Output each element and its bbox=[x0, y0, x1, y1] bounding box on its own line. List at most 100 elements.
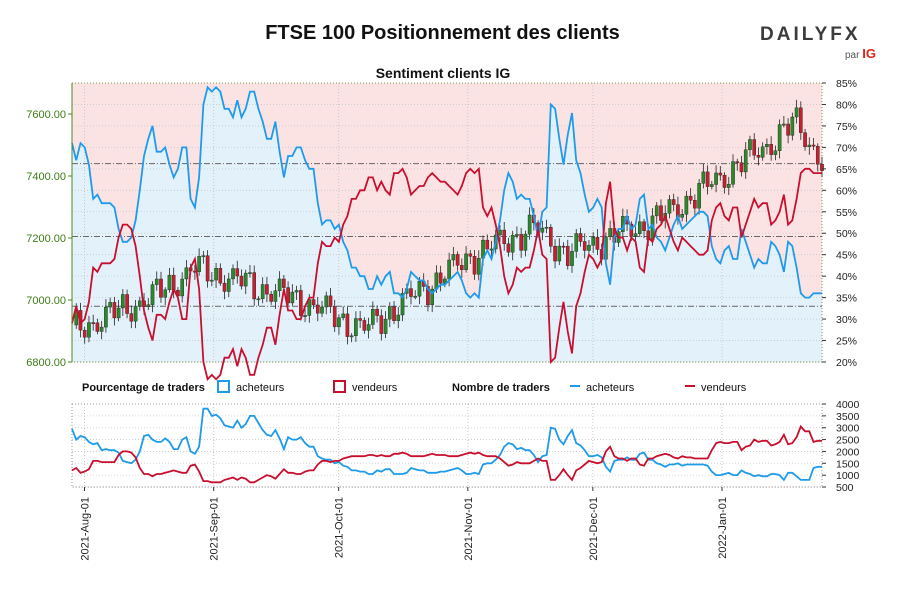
candle-body bbox=[637, 221, 642, 234]
candle-body bbox=[748, 139, 752, 150]
candle-body bbox=[527, 214, 532, 235]
series-line-vendeurs-pct bbox=[71, 166, 822, 381]
candle-body bbox=[74, 310, 79, 326]
left-tick-label: 7200.00 bbox=[26, 233, 66, 245]
legend-pct-buyers-swatch bbox=[217, 380, 230, 393]
right-tick-label: 45% bbox=[836, 250, 857, 262]
candle-body bbox=[667, 199, 672, 214]
series-line-acheteurs-count bbox=[71, 407, 822, 482]
candle-body bbox=[765, 144, 769, 147]
candle-body bbox=[197, 256, 201, 272]
candle-body bbox=[273, 290, 278, 302]
candle-body bbox=[574, 233, 579, 252]
legend-pct-buyers: acheteurs bbox=[236, 382, 285, 394]
candle-body bbox=[392, 306, 396, 321]
candle-body bbox=[426, 286, 430, 306]
candle-body bbox=[811, 144, 816, 147]
candle-body bbox=[349, 335, 354, 338]
candle-body bbox=[121, 294, 125, 309]
candle-body bbox=[371, 309, 375, 325]
candle-body bbox=[180, 278, 184, 297]
candle-body bbox=[468, 253, 473, 257]
left-tick-label: 6800.00 bbox=[26, 357, 66, 369]
candle-body bbox=[684, 195, 689, 215]
right-tick-label: 3000 bbox=[836, 423, 860, 435]
candle-body bbox=[133, 305, 138, 322]
bg-buyers-area bbox=[72, 87, 822, 363]
candle-body bbox=[820, 164, 824, 171]
candle-body bbox=[506, 243, 511, 253]
candle-body bbox=[413, 295, 418, 298]
subtitle: Sentiment clients IG bbox=[376, 65, 511, 81]
brand-name: DAILYFX bbox=[760, 24, 861, 45]
candle-body bbox=[184, 267, 189, 280]
dailyfx-logo: DAILYFX par IG bbox=[760, 24, 876, 64]
right-tick-label: 55% bbox=[836, 207, 857, 219]
right-tick-label: 2500 bbox=[836, 435, 860, 447]
candle-body bbox=[515, 234, 519, 236]
candle-body bbox=[714, 172, 718, 185]
candle-body bbox=[633, 233, 638, 237]
candle-body bbox=[642, 221, 646, 231]
candle-body bbox=[146, 304, 151, 307]
x-tick-label: 2021-Nov-01 bbox=[463, 497, 475, 561]
candle-body bbox=[379, 315, 384, 334]
candle-body bbox=[239, 275, 244, 287]
right-tick-label: 20% bbox=[836, 357, 857, 369]
candle-body bbox=[99, 326, 104, 332]
candle-body bbox=[582, 241, 587, 251]
candle-body bbox=[409, 288, 413, 297]
candle-body bbox=[248, 272, 252, 274]
candle-body bbox=[455, 254, 460, 266]
right-tick-label: 75% bbox=[836, 121, 857, 133]
left-tick-label: 7600.00 bbox=[26, 109, 66, 121]
candle-body bbox=[337, 317, 341, 328]
candle-body bbox=[760, 146, 765, 158]
candle-body bbox=[324, 295, 329, 308]
candle-body bbox=[400, 293, 405, 316]
candle-body bbox=[654, 205, 659, 217]
candle-body bbox=[354, 318, 358, 336]
upper-frame bbox=[71, 82, 823, 363]
legend: Pourcentage de traders acheteurs vendeur… bbox=[82, 380, 747, 394]
candle-body bbox=[201, 255, 206, 258]
candle-body bbox=[701, 171, 706, 184]
lower-frame bbox=[71, 403, 823, 488]
candle-body bbox=[366, 324, 371, 331]
candle-body bbox=[243, 272, 248, 287]
candle-body bbox=[447, 259, 451, 280]
right-tick-label: 1000 bbox=[836, 470, 860, 482]
candle-body bbox=[726, 184, 731, 188]
x-axis: 2021-Aug-01 2021-Sep-01 2021-Oct-01 2021-No… bbox=[80, 487, 729, 561]
candle-body bbox=[561, 245, 566, 248]
candle-body bbox=[807, 144, 812, 147]
candle-body bbox=[375, 309, 379, 316]
candle-body bbox=[286, 287, 290, 304]
candle-body bbox=[786, 123, 790, 136]
candle-body bbox=[752, 139, 757, 156]
candle-body bbox=[87, 322, 91, 338]
right-tick-label: 3500 bbox=[836, 411, 860, 423]
candle-body bbox=[320, 306, 324, 314]
candle-body bbox=[210, 279, 214, 282]
candle-body bbox=[519, 234, 523, 251]
candle-body bbox=[159, 278, 163, 298]
candle-body bbox=[125, 294, 129, 314]
series-line-acheteurs-pct bbox=[71, 85, 822, 300]
candle-body bbox=[578, 233, 583, 242]
candle-body bbox=[214, 268, 218, 281]
candle-body bbox=[226, 278, 231, 292]
candle-body bbox=[705, 171, 710, 187]
candle-body bbox=[345, 313, 350, 337]
candle-body bbox=[659, 205, 663, 221]
candle-body bbox=[731, 161, 735, 185]
candle-body bbox=[438, 272, 443, 284]
candle-body bbox=[260, 284, 265, 299]
candle-body bbox=[777, 124, 782, 151]
candle-body bbox=[803, 132, 807, 147]
candle-body bbox=[116, 307, 121, 319]
candle-body bbox=[557, 245, 562, 262]
candle-body bbox=[383, 318, 388, 334]
candle-body bbox=[112, 302, 117, 319]
